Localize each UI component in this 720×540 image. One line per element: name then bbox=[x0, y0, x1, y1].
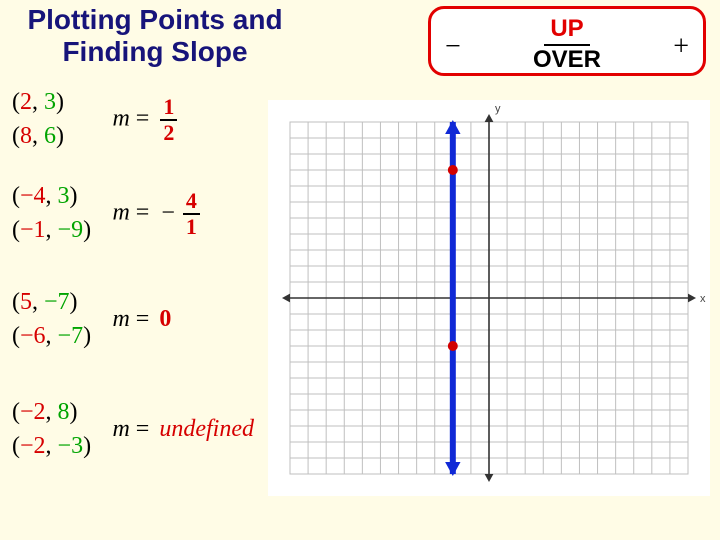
coord-pair-3: (5, −7) (−6, −7) bbox=[12, 286, 106, 353]
slope-expr-3: m = 0 bbox=[112, 306, 171, 333]
mnemonic-up: UP bbox=[544, 15, 589, 46]
coord-pair-4: (−2, 8) (−2, −3) bbox=[12, 396, 106, 463]
slope-expr-2: m = −41 bbox=[112, 190, 199, 238]
example-row-1: (2, 3) (8, 6) m = 12 bbox=[12, 86, 177, 153]
page-title: Plotting Points and Finding Slope bbox=[10, 4, 300, 68]
slope-expr-4: m = undefined bbox=[112, 416, 254, 443]
example-row-2: (−4, 3) (−1, −9) m = −41 bbox=[12, 180, 200, 247]
coordinate-grid: xy bbox=[268, 100, 710, 496]
slope-expr-1: m = 12 bbox=[112, 96, 177, 144]
grid-svg: xy bbox=[268, 100, 710, 496]
mnemonic-box: UP OVER − + bbox=[428, 6, 706, 76]
example-row-3: (5, −7) (−6, −7) m = 0 bbox=[12, 286, 171, 353]
example-row-4: (−2, 8) (−2, −3) m = undefined bbox=[12, 396, 254, 463]
plus-sign: + bbox=[673, 31, 689, 63]
minus-sign: − bbox=[445, 31, 461, 63]
svg-text:y: y bbox=[495, 103, 501, 115]
svg-text:x: x bbox=[700, 293, 706, 305]
mnemonic-over: OVER bbox=[431, 46, 703, 74]
coord-pair-2: (−4, 3) (−1, −9) bbox=[12, 180, 106, 247]
coord-pair-1: (2, 3) (8, 6) bbox=[12, 86, 106, 153]
